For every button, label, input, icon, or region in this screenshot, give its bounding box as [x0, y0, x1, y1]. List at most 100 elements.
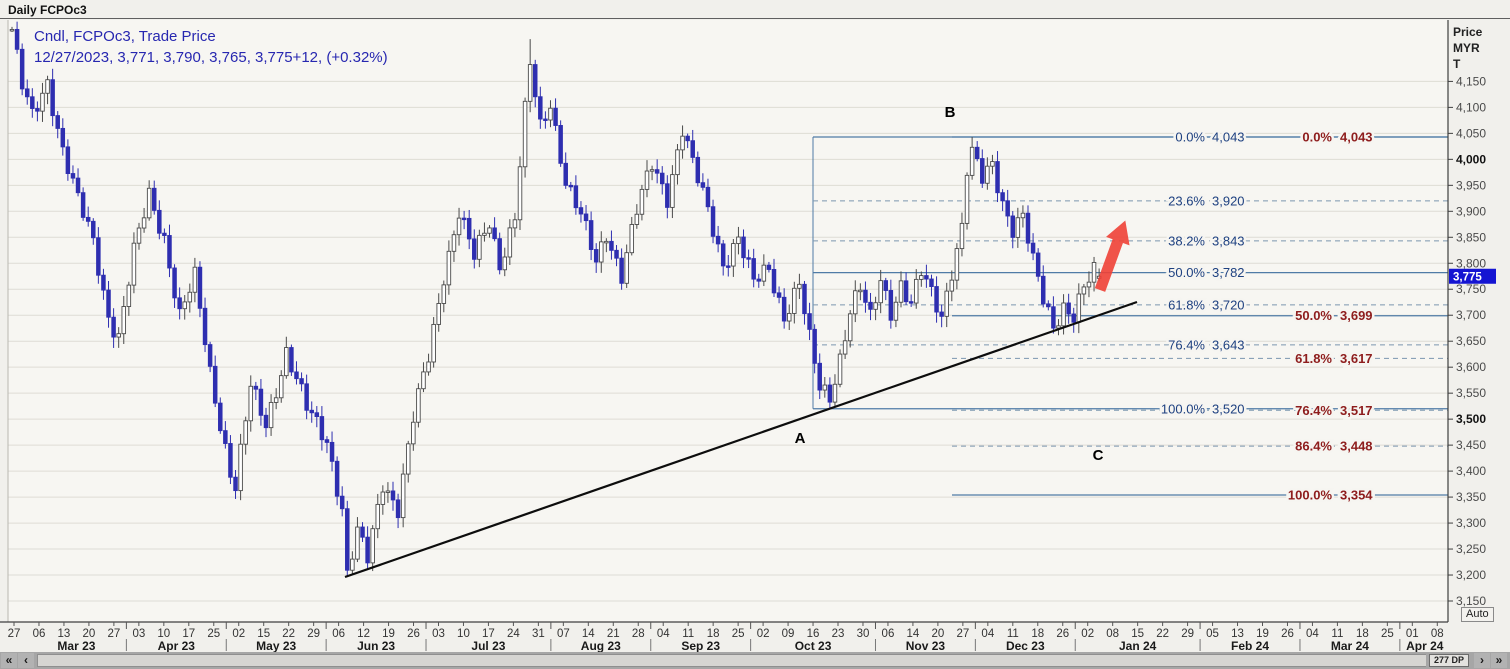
- month-label: Sep 23: [681, 639, 720, 653]
- axis-header-type: T: [1453, 57, 1461, 71]
- series-legend[interactable]: Cndl, FCPOc3, Trade Price 12/27/2023, 3,…: [34, 26, 388, 68]
- date-tick-label: 17: [182, 628, 195, 640]
- date-tick-label: 27: [107, 628, 120, 640]
- fib-price-label: 3,520: [1212, 401, 1245, 416]
- price-tick-label: 3,800: [1456, 256, 1486, 270]
- trendline[interactable]: [344, 300, 1138, 579]
- price-tick-label: 3,200: [1456, 568, 1486, 582]
- fib-retracement-secondary-labels: 0.0% 4,043 50.0% 3,699 61.8% 3,617 76.4% 3,517 8…: [1285, 127, 1375, 505]
- price-tick-label: 3,400: [1456, 464, 1486, 478]
- price-gridlines: [8, 80, 1448, 602]
- fib-price-label: 3,517: [1340, 403, 1373, 418]
- fib-pct-label: 100.0%: [1288, 488, 1333, 503]
- scroll-fast-right-button[interactable]: »: [1491, 653, 1507, 668]
- date-tick-label: 23: [832, 628, 845, 640]
- plot-area[interactable]: [8, 20, 1448, 622]
- price-tick-label: 3,350: [1456, 490, 1486, 504]
- price-axis-header: Price MYR T: [1453, 24, 1482, 72]
- date-tick-label: 26: [1281, 628, 1294, 640]
- fib-price-label: 3,920: [1212, 193, 1245, 208]
- price-tick-label: 3,450: [1456, 438, 1486, 452]
- date-tick-label: 13: [58, 628, 71, 640]
- fib-pct-label: 0.0%: [1175, 130, 1205, 145]
- candlestick-series: [9, 21, 1102, 577]
- datapoints-count-label: 277 DP: [1428, 654, 1469, 667]
- date-tick-label: 19: [1256, 628, 1269, 640]
- auto-scale-button[interactable]: Auto: [1461, 607, 1494, 622]
- date-tick-label: 06: [33, 628, 46, 640]
- month-label: Apr 24: [1406, 639, 1444, 653]
- date-tick-label: 20: [931, 628, 944, 640]
- wave-label-b: B: [945, 104, 956, 121]
- month-label: Dec 23: [1006, 639, 1045, 653]
- date-tick-label: 09: [782, 628, 795, 640]
- date-tick-label: 29: [1181, 628, 1194, 640]
- fib-pct-label: 23.6%: [1168, 193, 1205, 208]
- date-tick-label: 25: [207, 628, 220, 640]
- date-tick-label: 11: [1331, 628, 1343, 640]
- date-tick-label: 16: [807, 628, 820, 640]
- date-tick-label: 03: [132, 628, 145, 640]
- price-tick-label: 3,500: [1456, 412, 1486, 426]
- date-tick-label: 06: [332, 628, 345, 640]
- date-tick-label: 25: [1381, 628, 1394, 640]
- axis-header-price: Price: [1453, 25, 1483, 39]
- price-tick-label: 3,750: [1456, 282, 1486, 296]
- date-tick-label: 10: [457, 628, 470, 640]
- month-label: Oct 23: [795, 639, 832, 653]
- fib-pct-label: 76.4%: [1168, 337, 1205, 352]
- date-tick-label: 24: [507, 628, 520, 640]
- fib-price-label: 3,782: [1212, 265, 1245, 280]
- month-label: Mar 24: [1331, 639, 1369, 653]
- fib-price-label: 3,448: [1340, 439, 1373, 454]
- fib-pct-label: 61.8%: [1295, 351, 1332, 366]
- price-tick-label: 3,300: [1456, 516, 1486, 530]
- price-tick-label: 3,700: [1456, 308, 1486, 322]
- date-tick-label: 14: [582, 628, 595, 640]
- price-axis-labels: 4,150 4,100 4,050 4,000 3,950 3,900 3,850 3,800…: [1448, 74, 1486, 608]
- scroll-fast-left-button[interactable]: «: [1, 653, 17, 668]
- fib-price-label: 3,720: [1212, 297, 1245, 312]
- scroll-left-button[interactable]: ‹: [18, 653, 34, 668]
- date-tick-label: 30: [857, 628, 870, 640]
- date-tick-label: 13: [1231, 628, 1244, 640]
- time-axis: 27 06 13 20 27 Mar 23 03 10 17 25 Apr 23 02 15 22 29 Ma…: [8, 622, 1444, 653]
- time-scrollbar: « ‹ 277 DP › »: [0, 652, 1510, 669]
- month-label: Jun 23: [357, 639, 395, 653]
- price-tick-label: 4,150: [1456, 74, 1486, 88]
- date-tick-label: 14: [907, 628, 920, 640]
- date-tick-label: 07: [557, 628, 570, 640]
- month-label: Aug 23: [581, 639, 621, 653]
- legend-series-line: Cndl, FCPOc3, Trade Price: [34, 28, 216, 45]
- price-tick-label: 4,000: [1456, 152, 1486, 166]
- price-tick-label: 3,950: [1456, 178, 1486, 192]
- date-tick-label: 08: [1106, 628, 1119, 640]
- month-label: Nov 23: [906, 639, 946, 653]
- wave-label-c: C: [1093, 447, 1104, 464]
- date-tick-label: 18: [1031, 628, 1044, 640]
- fib-price-label: 3,843: [1212, 233, 1245, 248]
- month-label: Jul 23: [471, 639, 505, 653]
- chart-title: Daily FCPOc3: [0, 0, 1510, 19]
- date-tick-label: 06: [882, 628, 895, 640]
- date-tick-label: 22: [282, 628, 295, 640]
- month-label: Feb 24: [1231, 639, 1269, 653]
- scrollbar-track[interactable]: [37, 654, 1426, 667]
- fib-retracement-primary-labels: 0.0% 4,043 23.6% 3,920 38.2% 3,843 50.0% 3,782 6…: [1158, 127, 1247, 419]
- date-tick-label: 31: [532, 628, 545, 640]
- date-tick-label: 18: [707, 628, 720, 640]
- date-tick-label: 12: [357, 628, 370, 640]
- price-tick-label: 4,050: [1456, 126, 1486, 140]
- date-tick-label: 10: [157, 628, 170, 640]
- fib-price-label: 3,699: [1340, 308, 1373, 323]
- date-tick-label: 02: [232, 628, 245, 640]
- date-tick-label: 27: [8, 628, 21, 640]
- date-tick-label: 05: [1206, 628, 1219, 640]
- price-tick-label: 3,250: [1456, 542, 1486, 556]
- fib-pct-label: 100.0%: [1161, 401, 1206, 416]
- fib-pct-label: 61.8%: [1168, 297, 1205, 312]
- date-tick-label: 21: [607, 628, 620, 640]
- fib-pct-label: 86.4%: [1295, 439, 1332, 454]
- scroll-right-button[interactable]: ›: [1474, 653, 1490, 668]
